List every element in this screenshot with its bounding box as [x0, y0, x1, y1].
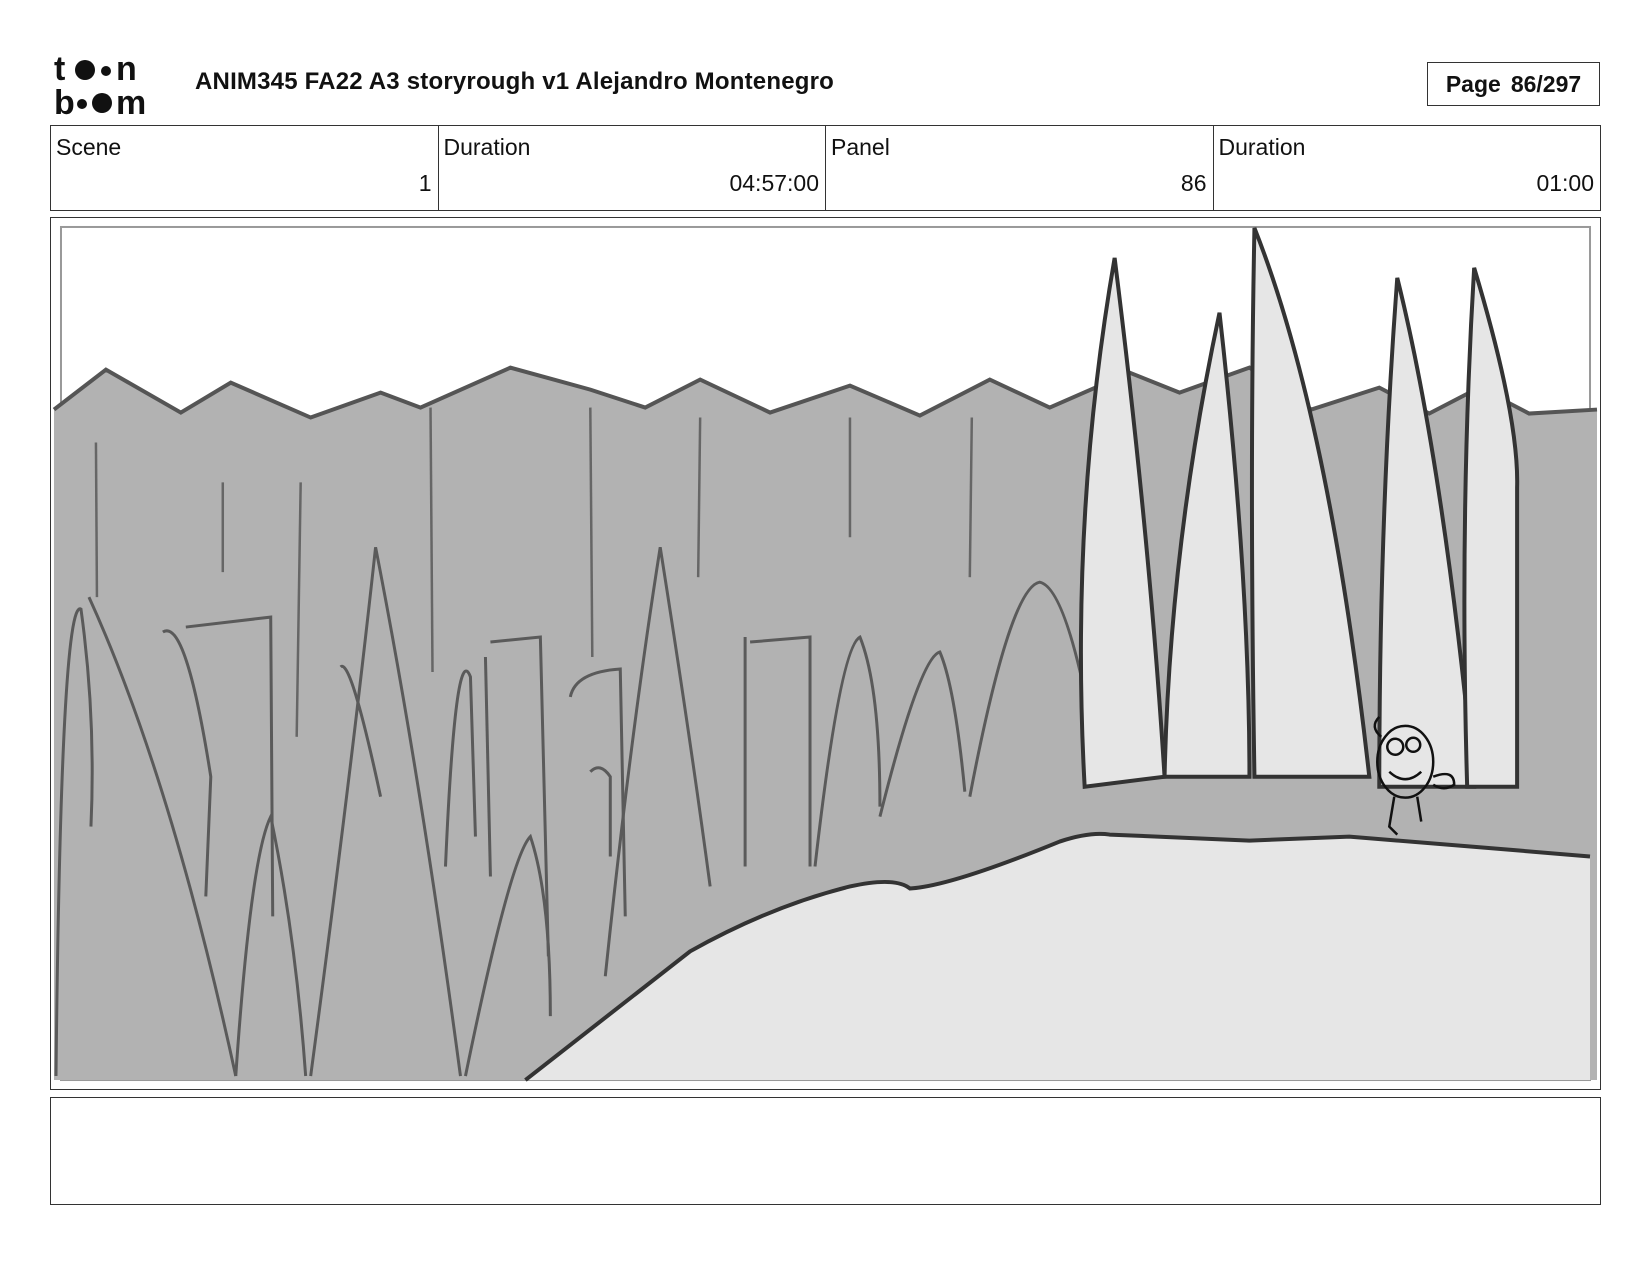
svg-text:n: n [116, 52, 137, 88]
document-title: ANIM345 FA22 A3 storyrough v1 Alejandro … [195, 68, 835, 95]
panel-duration-cell: Duration 01:00 [1214, 126, 1601, 210]
scene-duration-value: 04:57:00 [729, 170, 819, 196]
page-value: 86/297 [1510, 70, 1582, 97]
panel-duration-label: Duration [1218, 134, 1306, 160]
storyboard-panel [50, 217, 1601, 1090]
storyboard-sketch [52, 225, 1598, 1082]
foreground-ground [525, 833, 1591, 1081]
panel-label: Panel [831, 134, 890, 160]
panel-value: 86 [1180, 170, 1207, 196]
character-sketch [1373, 715, 1456, 836]
page-label: Page [1445, 70, 1501, 97]
scene-duration-label: Duration [443, 134, 531, 160]
scene-value: 1 [418, 170, 432, 196]
scene-duration-cell: Duration 04:57:00 [439, 126, 826, 210]
svg-text:t: t [54, 52, 65, 88]
toon-boom-logo: t n b m [54, 52, 146, 118]
panel-cell: Panel 86 [826, 126, 1214, 210]
scene-cell: Scene 1 [51, 126, 439, 210]
panel-duration-value: 01:00 [1536, 170, 1594, 196]
panel-notes-box [50, 1097, 1601, 1205]
page-indicator: Page 86/297 [1427, 62, 1600, 106]
scene-label: Scene [56, 134, 122, 160]
svg-text:b: b [54, 84, 75, 118]
svg-text:m: m [116, 84, 146, 118]
panel-info-row: Scene 1 Duration 04:57:00 Panel 86 Durat… [50, 125, 1601, 211]
